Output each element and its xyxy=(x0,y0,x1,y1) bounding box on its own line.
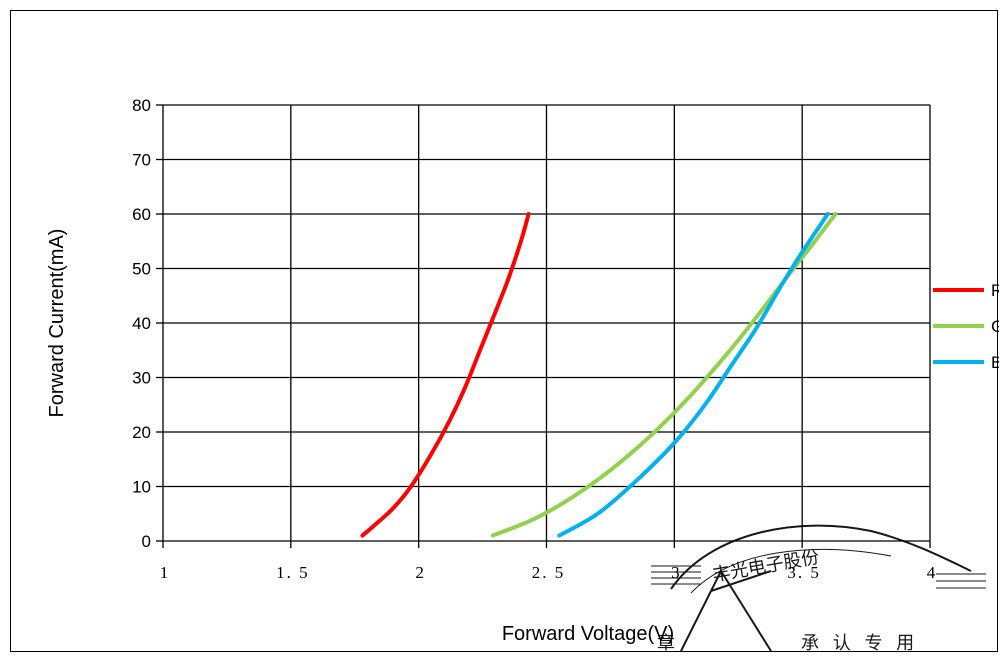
x-tick-label: 4 xyxy=(927,563,938,582)
y-tick-label: 20 xyxy=(132,423,151,442)
series-line-g xyxy=(490,212,838,538)
stamp-hatching xyxy=(651,565,986,589)
series-line-r xyxy=(360,212,531,538)
y-tick-label: 0 xyxy=(142,532,151,551)
grid-layer xyxy=(156,104,931,548)
y-tick-label: 30 xyxy=(132,369,151,388)
y-tick-label: 80 xyxy=(132,96,151,115)
y-axis-label: Forward Current(mA) xyxy=(46,229,68,418)
stamp-arc-inner xyxy=(690,548,892,594)
stamp-star xyxy=(680,568,772,652)
y-tick-label: 60 xyxy=(132,205,151,224)
legend-label-b: B xyxy=(991,353,999,372)
x-tick-label: 3. 5 xyxy=(787,563,821,582)
x-axis-label: Forward Voltage(V) xyxy=(502,623,674,645)
stamp-left-char: 章 xyxy=(657,633,675,653)
y-tick-label: 70 xyxy=(132,151,151,170)
legend-label-r: R xyxy=(991,281,999,300)
x-tick-label: 1. 5 xyxy=(276,563,310,582)
x-tick-label: 2 xyxy=(415,563,426,582)
y-tick-label: 40 xyxy=(132,314,151,333)
series-layer xyxy=(360,212,838,538)
x-tick-label: 1 xyxy=(160,563,171,582)
x-tick-label: 2. 5 xyxy=(532,563,566,582)
stamp-bottom-text: 承 认 专 用 xyxy=(801,633,918,653)
legend-label-g: G xyxy=(991,317,999,336)
approval-stamp: 丰光电子股份 章 承 认 专 用 xyxy=(651,524,986,653)
y-tick-label: 50 xyxy=(132,260,151,279)
series-line-b xyxy=(557,212,830,538)
legend: RGB xyxy=(933,281,999,372)
stamp-arc xyxy=(670,524,972,590)
y-tick-label: 10 xyxy=(132,478,151,497)
